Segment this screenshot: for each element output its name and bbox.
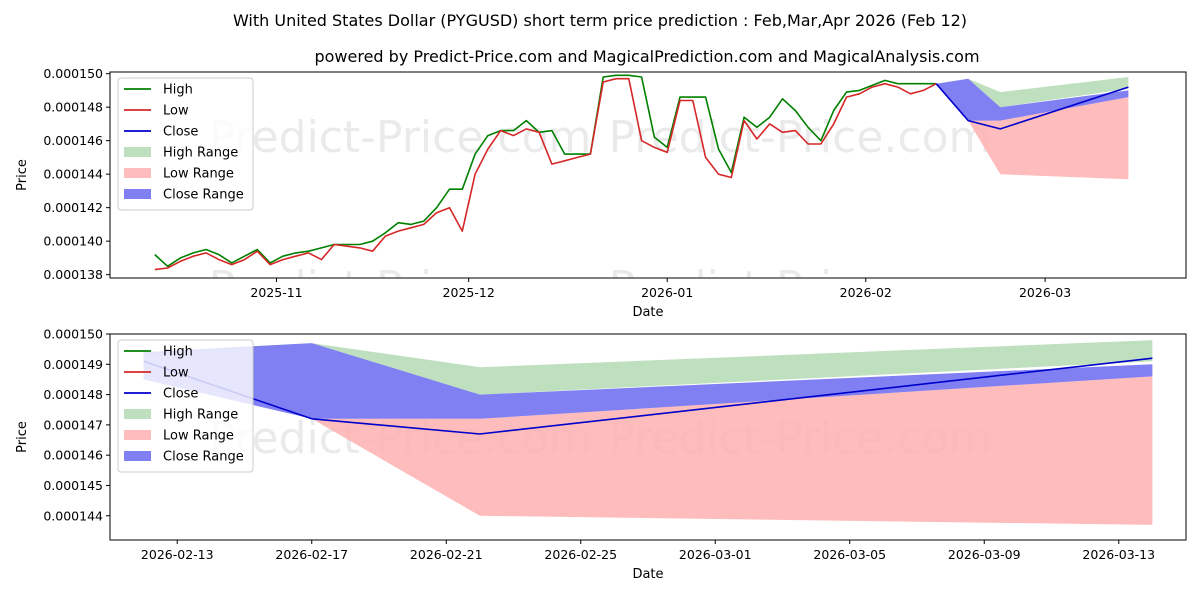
legend-swatch [124,409,151,419]
legend-label: High [163,83,193,98]
x-tick-label: 2026-02-25 [544,547,617,562]
y-tick-label: 0.000145 [43,478,103,493]
legend-label: Close [163,125,198,140]
x-tick-label: 2026-01 [641,285,693,300]
x-tick-label: 2026-03-05 [813,547,886,562]
x-tick-label: 2026-02 [840,285,892,300]
legend-label: Low [163,366,189,381]
legend-label: High Range [163,146,238,161]
x-tick-label: 2025-11 [250,285,302,300]
x-tick-label: 2026-02-13 [141,547,214,562]
legend-swatch [124,451,151,461]
top-panel: Predict-Price.com Predict-Price.com Predic… [15,66,1187,320]
x-axis-label: Date [632,305,663,320]
watermark-text: Predict-Price.com [209,262,592,313]
high-series-line [154,74,937,268]
y-tick-label: 0.000146 [43,133,103,148]
legend-box [117,339,254,473]
plot-area: Predict-Price.com Predict-Price.com Predic… [154,74,1129,313]
legend-label: Close Range [163,450,244,465]
y-tick-label: 0.000147 [43,417,103,432]
axes-frame [109,71,1187,279]
high-range-band [936,77,1129,108]
legend-label: High Range [163,408,238,423]
chart-subtitle: powered by Predict-Price.com and Magical… [314,47,979,66]
axes-frame [109,333,1187,541]
y-tick-label: 0.000148 [43,387,103,402]
low-series-line [154,77,937,271]
watermark-text: Predict-Price.com [209,112,592,163]
chart-title: With United States Dollar (PYGUSD) short… [233,11,967,30]
y-axis-label: Price [15,159,30,191]
y-tick-label: 0.000144 [43,167,103,182]
legend-swatch [124,430,151,440]
y-tick-label: 0.000150 [43,66,103,81]
legend-label: Close [163,387,198,402]
x-tick-label: 2025-12 [443,285,495,300]
y-tick-label: 0.000146 [43,448,103,463]
close-range-band [143,343,1153,419]
legend-label: High [163,345,193,360]
close-range-band [936,78,1129,121]
high-range-band [143,340,1153,395]
y-tick-label: 0.000142 [43,200,103,215]
watermark-text: Predict-Price.com [609,262,992,313]
legend-label: Close Range [163,188,244,203]
x-tick-label: 2026-02-17 [275,547,348,562]
x-axis-label: Date [632,567,663,582]
y-tick-label: 0.000150 [43,327,103,342]
x-tick-label: 2026-03-13 [1082,547,1155,562]
x-tick-label: 2026-03 [1019,285,1071,300]
y-tick-label: 0.000144 [43,508,103,523]
low-range-band [143,376,1153,525]
legend-swatch [124,189,151,199]
x-tick-label: 2026-03-09 [948,547,1021,562]
close-series-line [935,83,1129,130]
legend-label: Low Range [163,429,234,444]
legend-label: Low [163,104,189,119]
legend-box [117,77,254,211]
y-axis-label: Price [15,421,30,453]
low-range-band [936,83,1129,180]
watermark-text: Predict-Price.com [609,112,992,163]
y-tick-label: 0.000149 [43,357,103,372]
y-tick-label: 0.000148 [43,100,103,115]
y-tick-label: 0.000140 [43,234,103,249]
x-tick-label: 2026-03-01 [679,547,752,562]
x-tick-label: 2026-02-21 [410,547,483,562]
y-tick-label: 0.000138 [43,267,103,282]
legend-swatch [124,147,151,157]
legend-label: Low Range [163,167,234,182]
legend-swatch [124,168,151,178]
